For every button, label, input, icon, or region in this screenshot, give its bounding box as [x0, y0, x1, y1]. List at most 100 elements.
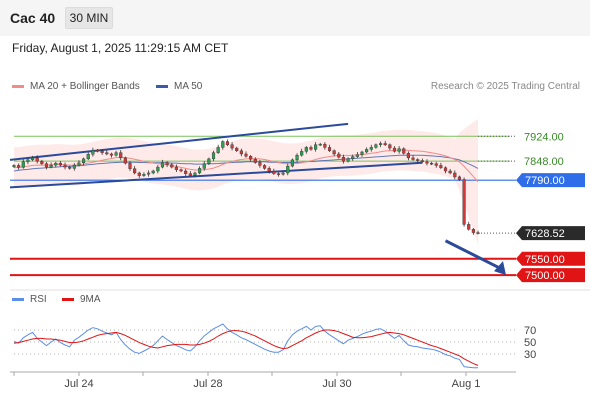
candle-body [123, 157, 127, 164]
candle-body [137, 172, 141, 176]
legend-bollinger: MA 20 + Bollinger Bands [12, 81, 140, 92]
candle-body [253, 159, 257, 163]
candle-body [54, 162, 58, 166]
symbol-title: Cac 40 [10, 10, 56, 26]
candle-body [467, 224, 471, 230]
candle-body [91, 150, 95, 155]
legend-label-bollinger: MA 20 + Bollinger Bands [30, 81, 140, 92]
candle-body [109, 153, 114, 156]
candle-body [156, 166, 160, 172]
support-label-5: 7500.00 [525, 270, 565, 282]
candle-body [239, 150, 243, 155]
channel-lower-line [9, 161, 423, 189]
candle-body [230, 144, 234, 149]
candle-body [188, 173, 192, 176]
candle-body [249, 156, 253, 160]
channel-upper-line [9, 122, 349, 161]
candle-body [430, 162, 434, 165]
rsi-tick-label: 30 [524, 349, 536, 361]
candle-body [360, 151, 364, 155]
candle-body [318, 143, 322, 146]
bollinger-band [14, 118, 478, 245]
candle-body [397, 148, 401, 152]
candle-body [133, 168, 137, 174]
candle-body [453, 172, 457, 178]
candle-body [341, 157, 346, 162]
candle-body [165, 162, 169, 165]
candle-body [202, 163, 206, 169]
candle-body [44, 163, 49, 168]
resistance-label-1: 7848.00 [524, 156, 564, 168]
pivot-tag [516, 173, 585, 188]
x-tick-label: Aug 1 [452, 378, 481, 390]
candle-body [258, 162, 262, 166]
candle-body [12, 165, 16, 167]
candle-body [21, 161, 25, 168]
rsi-ma-line [13, 329, 479, 366]
candle-body [221, 141, 225, 148]
candle-body [369, 147, 373, 150]
candle-body [355, 154, 359, 157]
projection-arrow-head [494, 261, 506, 276]
candle-body [49, 164, 53, 168]
candle-body [439, 165, 443, 168]
candle-body [244, 153, 248, 157]
candle-body [40, 160, 44, 164]
candle-body [160, 162, 165, 168]
candle-body [392, 147, 397, 152]
legend-ma50: MA 50 [156, 81, 202, 92]
legend-label-rsi-ma: 9MA [80, 294, 101, 305]
candle-body [82, 158, 86, 164]
credit: Research © 2025 Trading Central [430, 81, 580, 92]
candle-body [216, 147, 220, 153]
candle-body [281, 172, 285, 175]
candle-body [309, 147, 313, 150]
legend-rsi: RSI [12, 294, 47, 305]
candle-body [337, 153, 341, 158]
legend-swatch-ma50 [156, 85, 168, 88]
candle-body [323, 143, 327, 148]
candle-body [151, 170, 155, 174]
rsi-line [13, 323, 478, 369]
candle-body [406, 153, 410, 159]
x-tick-label: Jul 28 [193, 378, 222, 390]
candle-body [95, 150, 100, 152]
candle-body [425, 161, 429, 164]
support-tag-5 [516, 268, 585, 283]
candle-body [17, 165, 21, 168]
candle-body [300, 151, 304, 156]
candle-body [351, 156, 355, 159]
rsi-tick-label: 70 [524, 325, 536, 337]
legend-label-rsi: RSI [30, 294, 47, 305]
candle-body [272, 171, 276, 174]
candle-body [267, 168, 271, 172]
candle-body [72, 164, 76, 169]
candle-body [434, 163, 438, 166]
candle-body [170, 164, 174, 168]
support-label-4: 7550.00 [525, 254, 565, 266]
last-price-label: 7628.52 [525, 228, 565, 240]
candle-body [58, 162, 62, 166]
candle-body [457, 176, 462, 180]
candle-body [290, 159, 294, 167]
x-tick-label: Jul 30 [322, 378, 351, 390]
candle-body [225, 141, 230, 145]
candle-body [198, 168, 202, 174]
candle-body [100, 150, 104, 153]
candle-body [443, 167, 448, 172]
x-tick-label: Jul 24 [64, 378, 93, 390]
support-tag-4 [516, 251, 585, 266]
timeframe-button[interactable]: 30 MIN [65, 7, 113, 29]
candle-body [365, 149, 369, 153]
candle-body [262, 165, 267, 169]
legend-label-ma50: MA 50 [174, 81, 203, 92]
candle-body [332, 150, 336, 155]
candle-body [448, 170, 452, 174]
candle-body [388, 144, 392, 149]
candle-body [26, 159, 30, 163]
candle-body [146, 172, 151, 175]
candle-body [462, 179, 466, 225]
legend-swatch-bollinger [12, 85, 24, 88]
legend-swatch-rsi [12, 298, 24, 301]
